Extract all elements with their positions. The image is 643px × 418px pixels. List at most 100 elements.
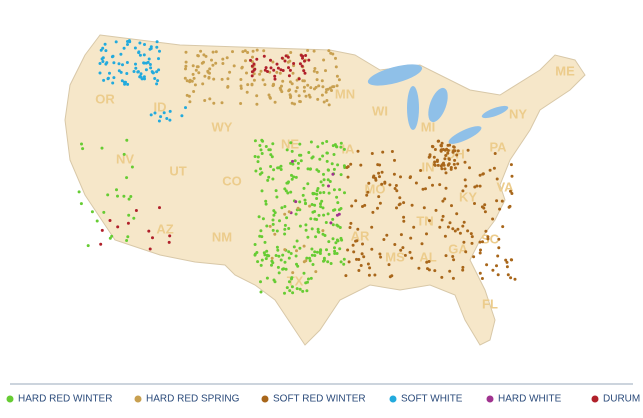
location-dot: [239, 78, 243, 81]
location-dot: [425, 232, 428, 236]
location-dot: [321, 85, 325, 89]
location-dot: [322, 58, 326, 62]
location-dot: [313, 210, 317, 213]
location-dot: [302, 89, 306, 93]
location-dot: [303, 59, 306, 63]
location-dot: [284, 267, 288, 271]
location-dot: [354, 239, 358, 243]
location-dot: [309, 276, 313, 280]
location-dot: [306, 235, 310, 239]
location-dot: [436, 163, 440, 167]
location-dot: [343, 191, 346, 195]
location-dot: [337, 78, 341, 82]
location-dot: [99, 242, 103, 246]
location-dot: [81, 147, 85, 151]
location-dot: [262, 49, 266, 53]
location-dot: [509, 163, 513, 167]
location-dot: [367, 181, 371, 185]
location-dot: [271, 218, 275, 222]
location-dot: [357, 258, 361, 261]
location-dot: [399, 233, 403, 237]
location-dot: [378, 252, 382, 256]
location-dot: [258, 72, 262, 76]
location-dot: [283, 260, 287, 264]
location-dot: [86, 244, 90, 248]
location-dot: [264, 202, 268, 206]
state-label: KY: [459, 189, 477, 204]
location-dot: [77, 190, 81, 194]
location-dot: [361, 242, 364, 246]
location-dot: [211, 50, 215, 54]
location-dot: [381, 150, 385, 154]
location-dot: [433, 269, 437, 273]
location-dot: [305, 289, 309, 293]
location-dot: [334, 241, 338, 245]
location-dot: [295, 287, 299, 291]
location-dot: [265, 249, 269, 253]
location-dot: [506, 273, 510, 277]
location-dot: [100, 228, 104, 232]
location-dot: [168, 234, 172, 238]
location-dot: [313, 254, 317, 257]
state-label: OR: [95, 91, 115, 106]
location-dot: [139, 72, 143, 76]
location-dot: [194, 68, 198, 72]
location-dot: [268, 148, 272, 152]
location-dot: [269, 153, 273, 157]
location-dot: [327, 49, 331, 53]
location-dot: [80, 142, 83, 146]
location-dot: [333, 249, 337, 253]
location-dot: [287, 66, 290, 70]
location-dot: [106, 76, 110, 80]
legend-swatch: [486, 395, 494, 403]
location-dot: [316, 227, 320, 231]
location-dot: [395, 189, 399, 193]
location-dot: [306, 49, 310, 52]
location-dot: [260, 189, 264, 193]
location-dot: [320, 93, 324, 97]
location-dot: [322, 191, 326, 194]
location-dot: [283, 223, 287, 227]
location-dot: [199, 49, 203, 53]
location-dot: [338, 226, 342, 229]
location-dot: [408, 250, 412, 254]
dots: [77, 39, 517, 295]
location-dot: [294, 89, 298, 93]
location-dot: [455, 212, 459, 216]
location-dot: [204, 54, 208, 58]
location-dot: [157, 119, 161, 123]
location-dot: [240, 66, 244, 70]
location-dot: [293, 159, 297, 163]
location-dot: [137, 51, 141, 55]
location-dot: [325, 99, 329, 102]
location-dot: [495, 199, 499, 203]
location-dot: [288, 80, 292, 84]
location-dot: [104, 49, 108, 53]
location-dot: [298, 100, 302, 103]
legend-label: HARD RED WINTER: [18, 394, 112, 405]
location-dot: [399, 175, 402, 179]
state-label: AZ: [156, 221, 173, 236]
state-label: IN: [422, 159, 435, 174]
location-dot: [102, 210, 106, 214]
location-dot: [241, 50, 245, 54]
location-dot: [111, 54, 115, 58]
location-dot: [303, 198, 307, 202]
location-dot: [485, 263, 489, 267]
location-dot: [275, 195, 279, 199]
location-dot: [149, 113, 153, 117]
location-dot: [90, 210, 94, 214]
location-dot: [440, 218, 444, 222]
location-dot: [252, 72, 256, 76]
location-dot: [192, 90, 196, 93]
location-dot: [431, 183, 434, 187]
location-dot: [264, 66, 268, 70]
location-dot: [298, 246, 302, 250]
location-dot: [221, 62, 225, 65]
location-dot: [398, 202, 402, 206]
location-dot: [447, 158, 451, 161]
location-dot: [283, 248, 287, 252]
location-dot: [410, 256, 414, 260]
